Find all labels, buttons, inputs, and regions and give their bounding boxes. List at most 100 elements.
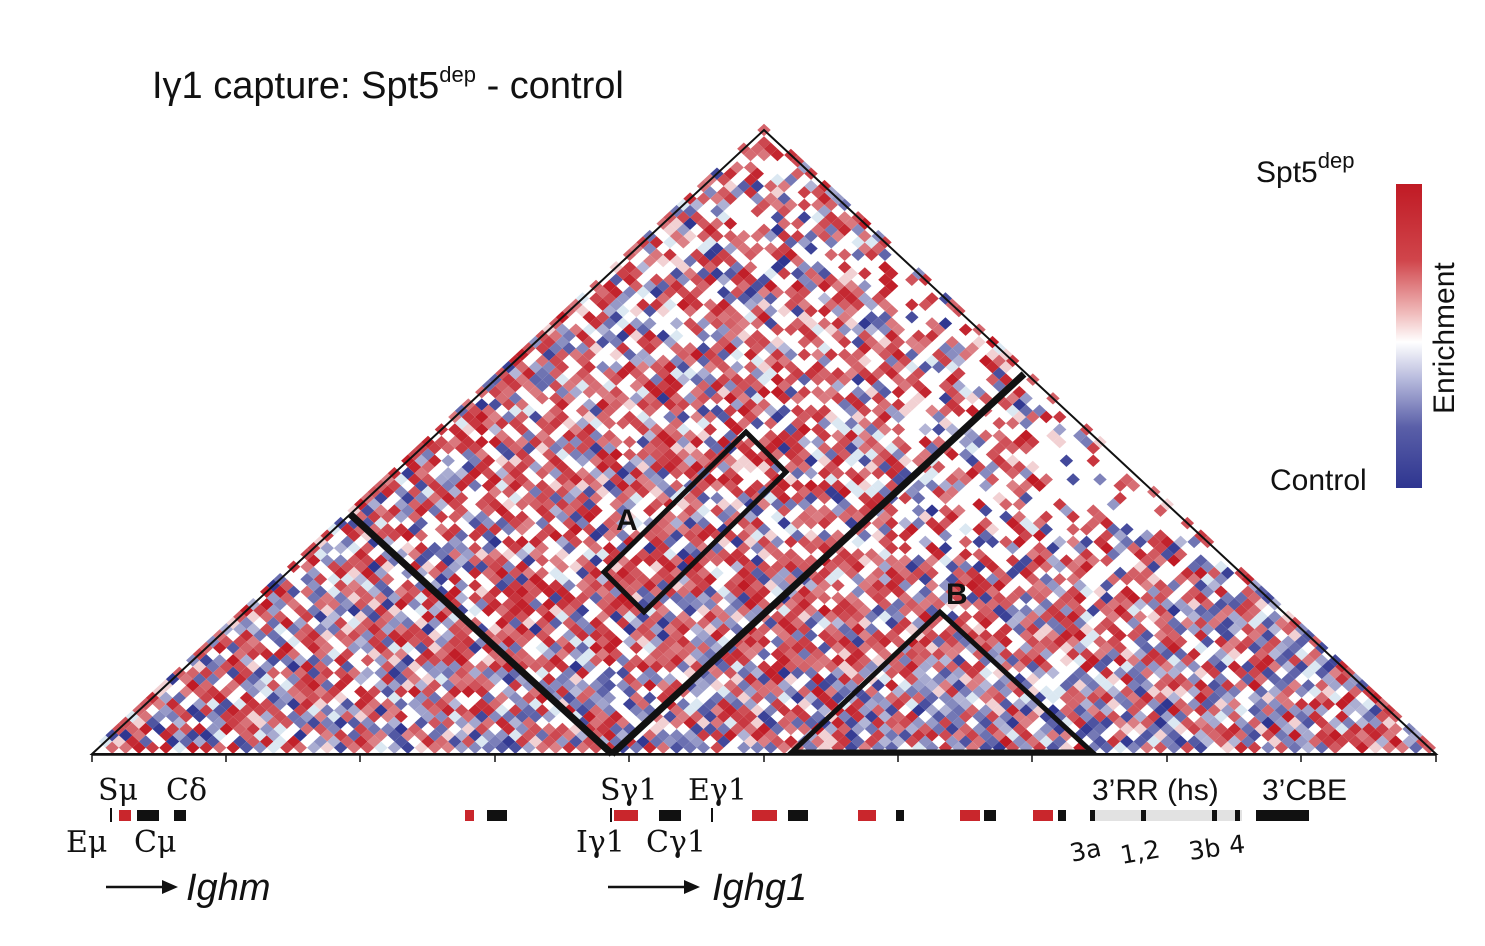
heatmap-cell (421, 548, 435, 561)
heatmap-cell (676, 523, 691, 536)
heatmap-cell (448, 710, 462, 723)
heatmap-cell (293, 616, 308, 630)
heatmap-cell (884, 629, 899, 642)
heatmap-cell (488, 735, 502, 748)
heatmap-cell (260, 697, 274, 711)
heatmap-cell (548, 504, 563, 517)
domain-boundary-left (347, 511, 615, 757)
heatmap-cell (844, 479, 859, 492)
heatmap-cell (958, 385, 973, 399)
heatmap-cell (307, 704, 321, 717)
label-3cbe: 3’CBE (1262, 774, 1347, 807)
heatmap-cell (844, 454, 859, 467)
heatmap-cell (562, 392, 576, 405)
heatmap-cell (777, 404, 791, 418)
heatmap-cell (481, 716, 496, 730)
heatmap-cell (858, 367, 872, 380)
heatmap-cell (622, 448, 637, 461)
heatmap-cell (1328, 741, 1342, 754)
heatmap-cell (246, 622, 260, 636)
heatmap-cell (898, 579, 912, 592)
heatmap-cell (1073, 429, 1087, 442)
heatmap-cell (844, 516, 859, 530)
heatmap-cell (690, 573, 704, 586)
heatmap-cell (831, 616, 845, 630)
heatmap-cell (246, 710, 260, 723)
heatmap-cell (1106, 697, 1121, 711)
heatmap-cell (347, 529, 361, 542)
heatmap-cell (817, 491, 832, 505)
heatmap-cell (804, 229, 818, 243)
heatmap-cell (273, 635, 287, 648)
heatmap-cell (260, 598, 274, 611)
heatmap-cell (817, 429, 832, 442)
heatmap-cell (313, 573, 328, 586)
heatmap-cell (596, 722, 610, 736)
heatmap-cell (1241, 598, 1255, 611)
heatmap-cell (495, 641, 509, 655)
heatmap-cell (522, 429, 536, 442)
heatmap-cell (300, 710, 314, 723)
heatmap-cell (609, 548, 623, 561)
heatmap-cell (703, 635, 717, 648)
heatmap-cell (999, 672, 1013, 686)
heatmap-cell (716, 635, 731, 648)
heatmap-cell (858, 292, 872, 305)
heatmap-cell (858, 429, 872, 442)
heatmap-cell (790, 529, 805, 542)
heatmap-cell (414, 629, 428, 642)
heatmap-cell (985, 647, 1000, 661)
heatmap-cell (448, 660, 462, 673)
heatmap-cell (1187, 622, 1201, 636)
heatmap-cell (649, 535, 664, 549)
heatmap-cell (676, 435, 691, 449)
heatmap-cell (1187, 735, 1201, 748)
heatmap-cell (522, 704, 536, 717)
feature-cdelta (174, 810, 186, 821)
heatmap-cell (434, 722, 449, 736)
heatmap-cell (716, 273, 731, 286)
heatmap-cell (596, 585, 610, 598)
genome-axis-ticks (91, 755, 1437, 762)
heatmap-cell (280, 679, 294, 692)
heatmap-cell (636, 373, 650, 386)
heatmap-cell (871, 641, 885, 655)
heatmap-cell (401, 491, 415, 505)
heatmap-cell (488, 485, 502, 499)
heatmap-cell (858, 267, 872, 280)
heatmap-cell (649, 647, 664, 661)
heatmap-cell (858, 404, 872, 418)
heatmap-cell (387, 654, 402, 667)
heatmap-cell (548, 579, 563, 592)
heatmap-cell (743, 448, 758, 461)
heatmap-cell (649, 635, 664, 648)
heatmap-cell (575, 554, 590, 567)
heatmap-cell (313, 610, 328, 623)
heatmap-cell (703, 722, 717, 736)
heatmap-cell (300, 697, 314, 711)
heatmap-cell (266, 629, 281, 642)
heatmap-cell (441, 629, 455, 642)
heatmap-cell (972, 335, 986, 349)
heatmap-cell (676, 585, 691, 598)
heatmap-cell (609, 735, 623, 748)
heatmap-cell (575, 404, 590, 418)
heatmap-cell (743, 335, 758, 349)
heatmap-cell (932, 348, 946, 361)
heatmap-cell (380, 485, 395, 499)
heatmap-cell (360, 629, 375, 642)
heatmap-cell (253, 629, 267, 642)
heatmap-cell (461, 660, 476, 673)
heatmap-cell (1019, 516, 1033, 530)
heatmap-cell (730, 286, 744, 299)
heatmap-cell (858, 491, 872, 505)
heatmap-cell (710, 229, 724, 243)
heatmap-cell (454, 641, 469, 655)
heatmap-cell (764, 704, 778, 717)
heatmap-cell (596, 298, 610, 311)
heatmap-cell (475, 435, 489, 449)
heatmap-cell (293, 716, 308, 730)
heatmap-cell (548, 554, 563, 567)
heatmap-cell (522, 579, 536, 592)
heatmap-cell (1160, 660, 1174, 673)
